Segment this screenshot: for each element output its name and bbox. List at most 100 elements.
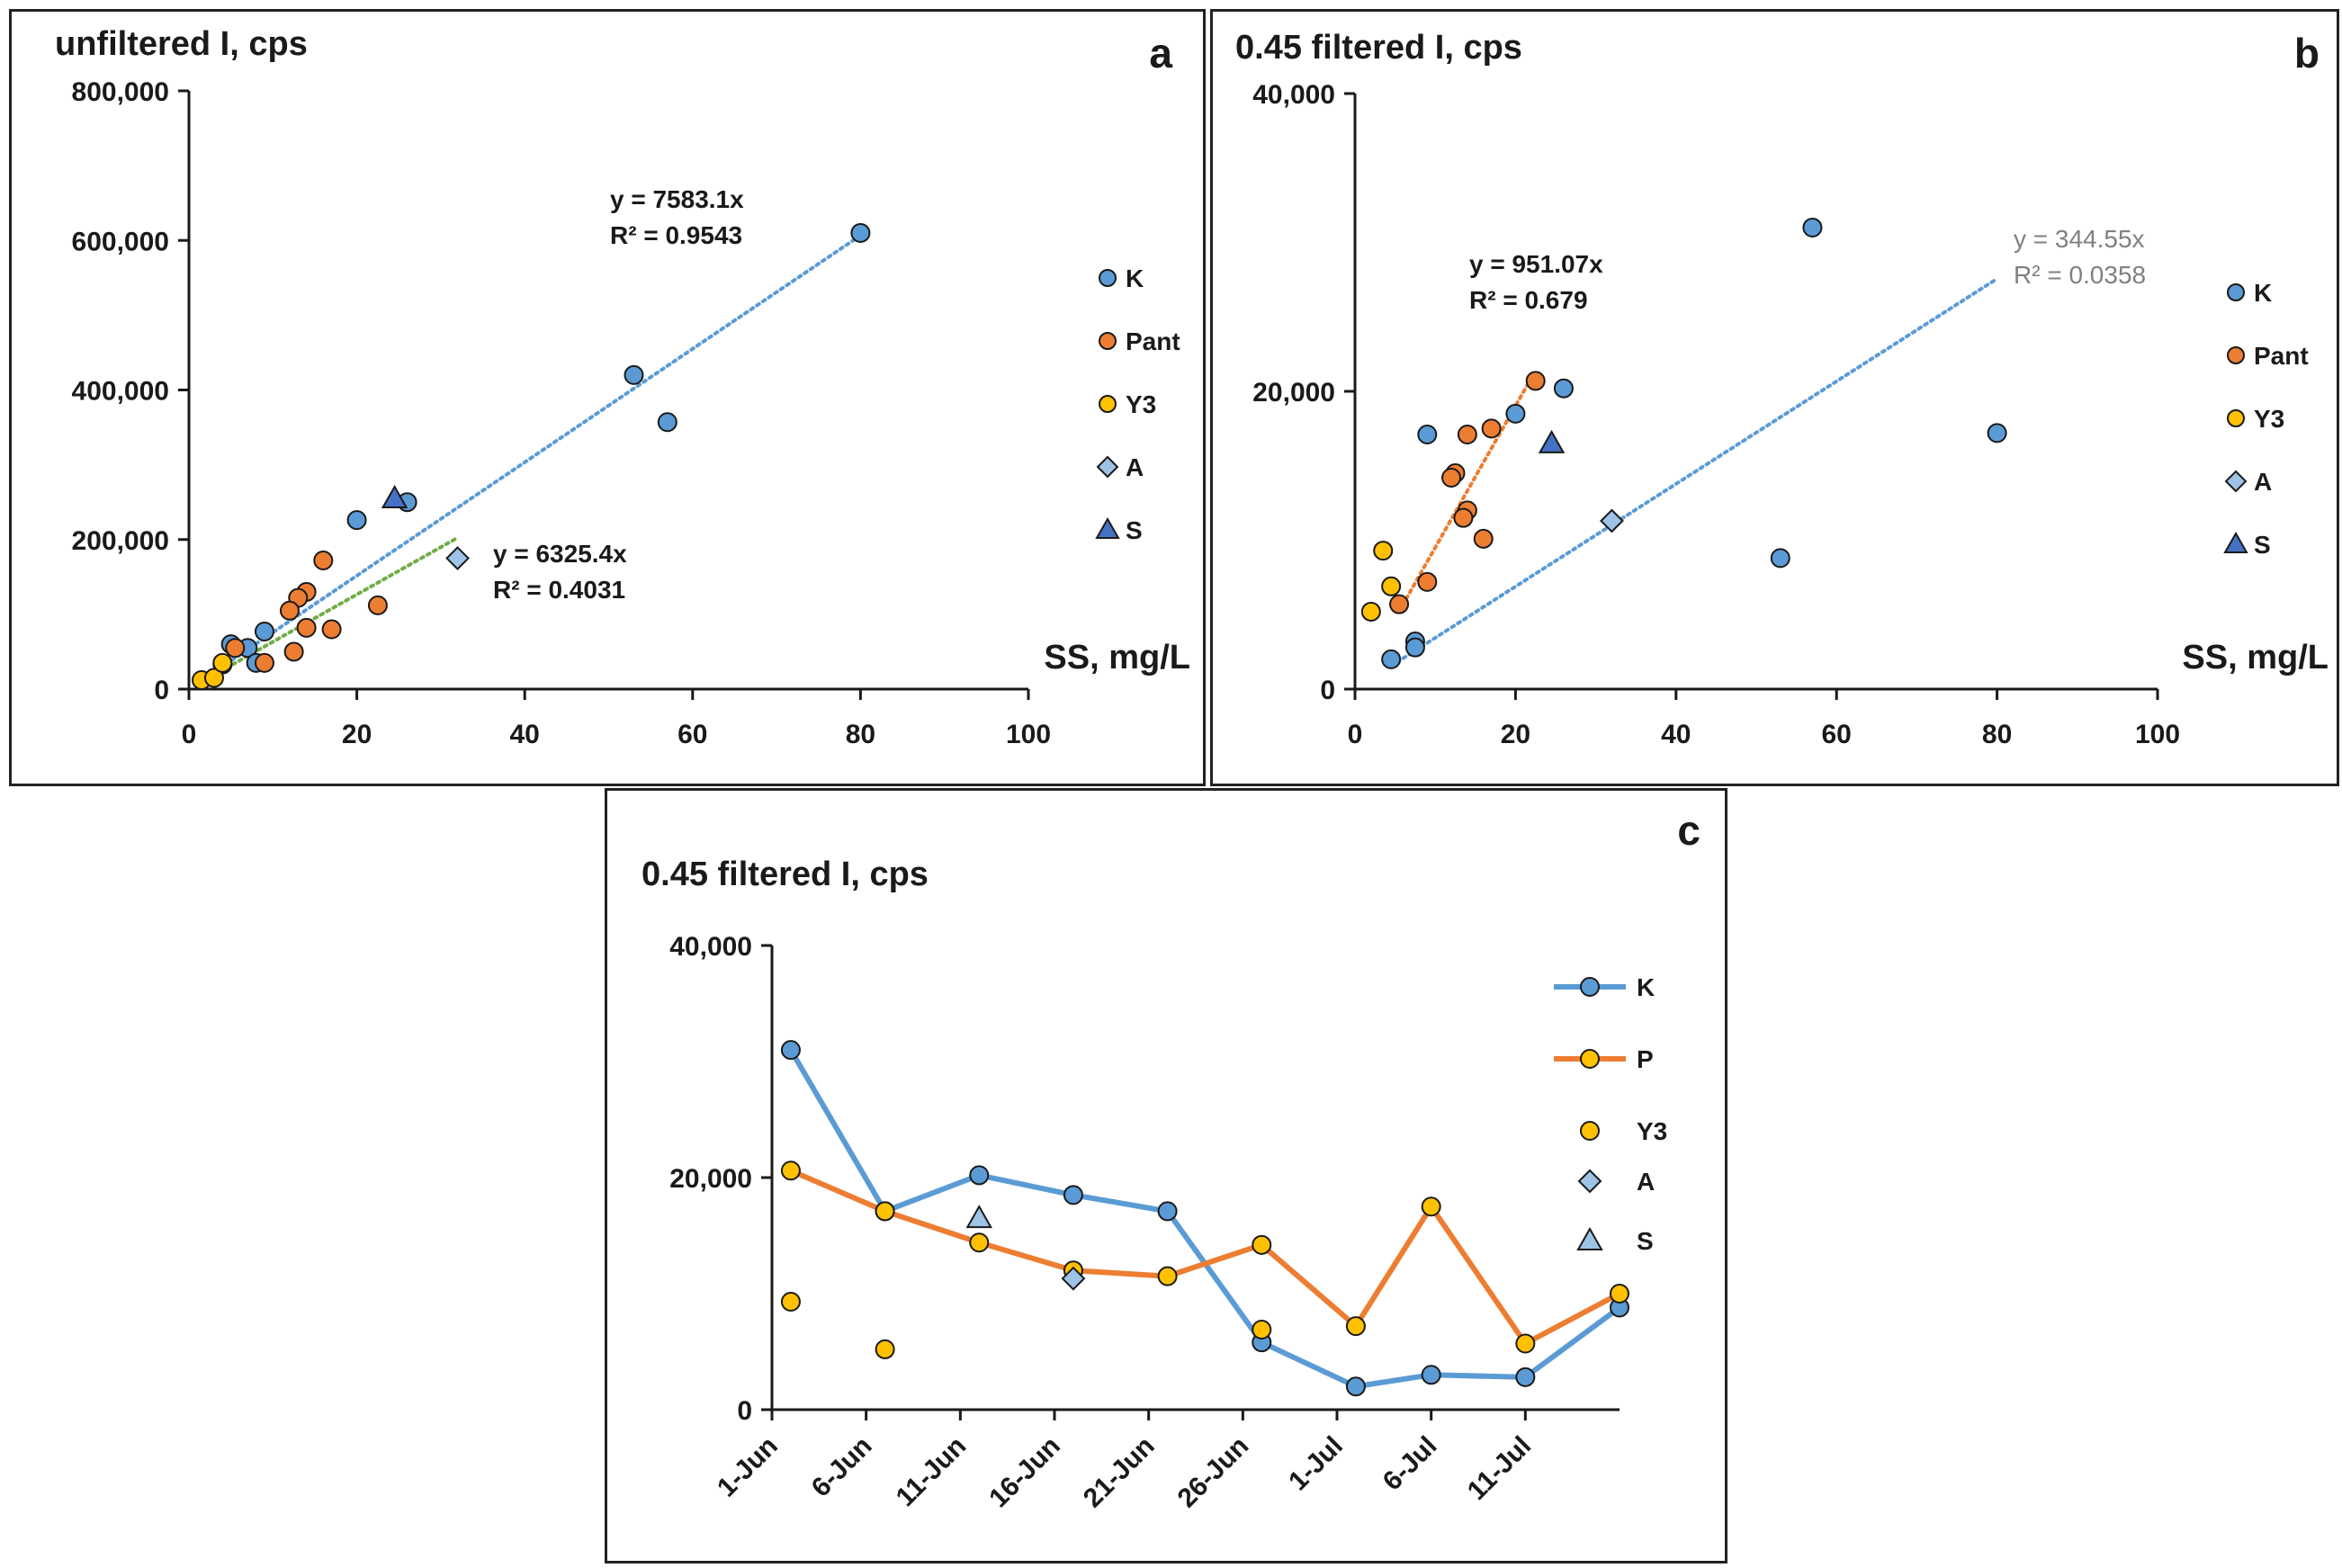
chart-a-legend-marker-s: [1095, 516, 1120, 539]
chart-a-point-pant: [296, 617, 317, 638]
chart-c-panel-label: c: [1677, 807, 1700, 854]
chart-a-trend-equation: y = 6325.4x: [493, 540, 627, 568]
chart-c-x-tick-label: 16-Jun: [983, 1431, 1066, 1514]
chart-c-x-tick-label: 6-Jul: [1377, 1431, 1443, 1497]
chart-c-point-p: [1157, 1266, 1178, 1286]
chart-c-point-k: [969, 1165, 990, 1186]
chart-b-trendline-k: [1389, 276, 1999, 668]
chart-c-point-a: [1061, 1266, 1086, 1291]
chart-c-point-y3: [875, 1339, 895, 1359]
chart-c-point-p: [875, 1201, 895, 1222]
chart-c-legend-label-p: P: [1637, 1045, 1654, 1073]
chart-c-legend-label-s: S: [1637, 1227, 1654, 1255]
chart-b-legend-marker-k: [2227, 283, 2245, 301]
chart-b-point-y3: [1373, 541, 1394, 561]
chart-a-point-pant: [283, 641, 304, 662]
chart-b-title: 0.45 filtered I, cps: [1235, 29, 1522, 67]
chart-a-y-tick-label: 400,000: [72, 377, 169, 407]
chart-b-point-y3: [1381, 576, 1402, 596]
chart-c-point-p: [1515, 1333, 1536, 1354]
chart-c-x-tick-label: 1-Jun: [712, 1431, 784, 1503]
chart-a-legend-marker-y3: [1099, 395, 1117, 413]
chart-a-trendline-k: [211, 233, 863, 675]
chart-b-legend-marker-a: [2224, 470, 2248, 493]
chart-c-point-k: [780, 1040, 801, 1061]
chart-a-point-k: [850, 222, 871, 243]
chart-b-x-tick-label: 20: [1501, 720, 1530, 749]
chart-b-trend-r2: R² = 0.679: [1469, 286, 1588, 314]
chart-a-y-tick-label: 200,000: [72, 526, 169, 556]
chart-c-point-s: [965, 1205, 992, 1229]
chart-b-point-y3: [1360, 601, 1381, 622]
chart-b-legend-marker-y3: [2227, 409, 2245, 427]
chart-a-xlabel: SS, mg/L: [1044, 639, 1190, 676]
chart-b-point-pant: [1457, 424, 1477, 444]
chart-b-point-k: [1802, 217, 1823, 237]
chart-a-x-tick-label: 100: [1006, 720, 1051, 749]
chart-b-point-pant: [1453, 507, 1474, 528]
chart-b-point-s: [1538, 429, 1566, 453]
chart-b-x-tick-label: 60: [1822, 720, 1852, 749]
chart-a-y-tick-label: 600,000: [72, 227, 169, 256]
chart-b-x-tick-label: 0: [1348, 720, 1363, 749]
chart-a-point-s: [381, 484, 408, 509]
chart-b-legend-label-a: A: [2254, 468, 2272, 496]
panel-b: 0.45 filtered I, cps b SS, mg/L 0 20,000 4…: [1210, 9, 2339, 786]
chart-b-legend-label-s: S: [2254, 531, 2271, 559]
chart-b-point-k: [1987, 423, 2007, 444]
chart-a-point-k: [624, 364, 644, 385]
chart-a-panel-label: a: [1149, 30, 1172, 76]
chart-c-x-tick-label: 21-Jun: [1078, 1431, 1161, 1514]
chart-a-point-k: [657, 412, 677, 433]
chart-a-x-tick-label: 60: [677, 720, 707, 749]
chart-a-point-y3: [203, 668, 224, 688]
chart-c-legend-marker-p: [1580, 1049, 1600, 1069]
panel-c: 0.45 filtered I, cps c 0 20,000 40,000 1-Ju…: [605, 788, 1727, 1564]
chart-a-legend-label-s: S: [1126, 516, 1143, 544]
chart-b-panel-label: b: [2294, 30, 2320, 76]
chart-c-legend-marker-k: [1580, 977, 1600, 997]
chart-a-legend-label-a: A: [1126, 453, 1144, 481]
chart-b-point-a: [1600, 508, 1624, 533]
chart-c-legend-marker-y3: [1580, 1121, 1600, 1141]
chart-a-x-tick-label: 20: [342, 720, 372, 749]
chart-b-trend-equation: y = 344.55x: [2014, 225, 2145, 253]
chart-c-point-p: [969, 1232, 990, 1253]
chart-a-y-tick-label: 800,000: [72, 77, 169, 107]
chart-c: 0.45 filtered I, cps c 0 20,000 40,000 1-Ju…: [642, 807, 1700, 1514]
chart-c-series-line-p: [789, 1168, 1621, 1347]
chart-c-y-tick-label: 40,000: [669, 932, 752, 962]
chart-b-point-pant: [1389, 594, 1410, 614]
chart-c-point-y3: [1252, 1319, 1272, 1340]
chart-a-y-tick-label: 0: [154, 676, 169, 705]
chart-c-x-tick-label: 26-Jun: [1172, 1431, 1255, 1514]
chart-c-x-tick-label: 11-Jun: [891, 1431, 973, 1513]
chart-b-legend-marker-pant: [2227, 346, 2245, 364]
chart-a-trend-r2: R² = 0.4031: [493, 576, 625, 604]
chart-b-y-tick-label: 20,000: [1252, 378, 1335, 408]
chart-a: unfiltered I, cps a SS, mg/L 0200,000400…: [55, 25, 1190, 749]
chart-c-legend-marker-a: [1577, 1169, 1602, 1194]
chart-c-point-p: [1610, 1284, 1629, 1304]
panel-a: unfiltered I, cps a SS, mg/L 0 200,000 400…: [9, 9, 1206, 786]
chart-a-point-pant: [367, 595, 388, 615]
chart-c-legend-label-y3: Y3: [1637, 1117, 1667, 1145]
chart-c-point-k: [1421, 1365, 1441, 1385]
chart-b-point-k: [1770, 548, 1790, 569]
chart-b-trend-r2: R² = 0.0358: [2014, 261, 2146, 289]
chart-b-legend-label-pant: Pant: [2254, 342, 2309, 370]
chart-c-point-y3: [780, 1292, 801, 1313]
chart-b-point-pant: [1441, 467, 1462, 488]
chart-c-x-tick-label: 1-Jul: [1283, 1431, 1349, 1497]
chart-a-point-pant: [254, 652, 274, 673]
chart-a-point-pant: [225, 638, 246, 659]
chart-b-trend-equation: y = 951.07x: [1469, 250, 1603, 278]
chart-a-x-tick-label: 80: [846, 720, 875, 749]
chart-c-x-tick-label: 6-Jun: [806, 1431, 878, 1503]
chart-b-x-tick-label: 80: [1982, 720, 2012, 749]
chart-c-point-p: [1345, 1316, 1366, 1337]
chart-b-point-pant: [1417, 571, 1438, 592]
chart-b-point-pant: [1481, 418, 1502, 439]
chart-a-point-k: [346, 510, 367, 531]
chart-c-series-line-k: [788, 1048, 1621, 1390]
